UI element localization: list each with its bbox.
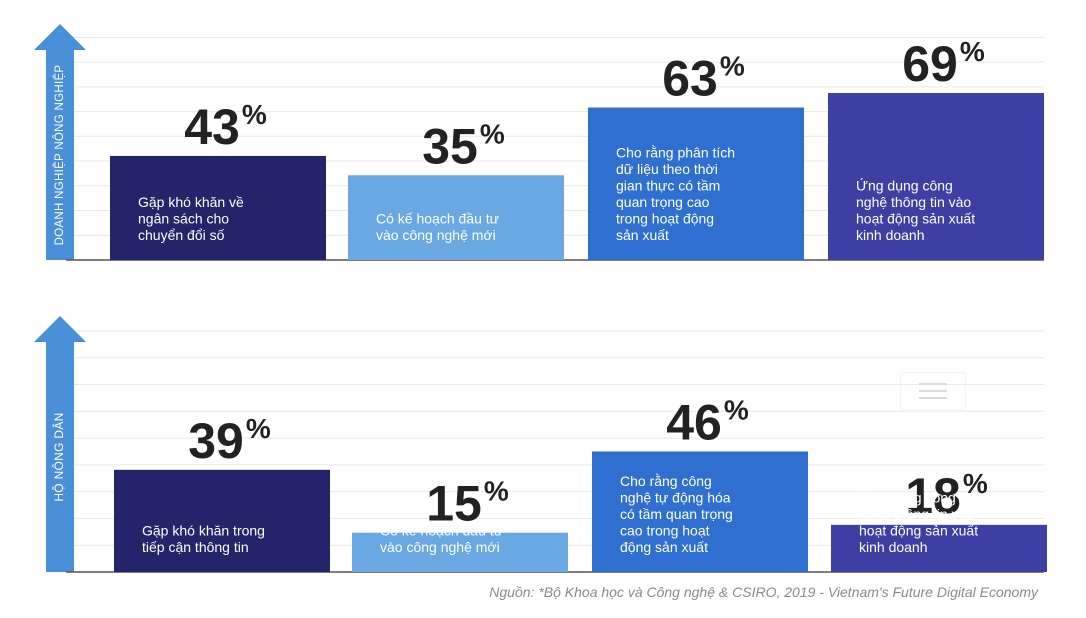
category-label-line: vào công nghệ mới: [380, 539, 500, 555]
data-label-unit: %: [480, 118, 505, 149]
bar: [588, 107, 804, 260]
data-label: 43: [184, 99, 240, 155]
category-label-line: kinh doanh: [856, 227, 925, 243]
data-label: 15: [426, 476, 482, 532]
category-label-line: dữ liệu theo thời: [616, 161, 718, 177]
category-label-line: ngân sách cho: [138, 211, 229, 227]
data-label: 46: [666, 394, 722, 450]
category-label-line: tiếp cận thông tin: [142, 539, 249, 555]
category-label-line: Cho rằng công: [620, 473, 712, 489]
arrow-up-icon: [34, 24, 86, 50]
category-label-line: vào công nghệ mới: [376, 227, 496, 243]
category-label-line: hoạt động sản xuất: [859, 523, 978, 539]
data-label-unit: %: [242, 99, 267, 130]
menu-icon[interactable]: [900, 372, 966, 410]
y-axis-label: DOANH NGHIỆP NÔNG NGHIỆP: [53, 65, 66, 246]
category-label-line: sản xuất: [616, 227, 669, 243]
category-label: Gặp khó khăn trong tiếp cận thông tin: [142, 523, 265, 556]
category-label: Có kế hoạch đầu tư vào công nghệ mới: [376, 211, 499, 244]
category-label: Ứng dụng công nghệ thông tin vào hoạt động…: [859, 490, 978, 556]
category-label-line: cao trong hoạt: [620, 523, 710, 539]
category-label-line: chuyển đổi số: [138, 227, 225, 243]
category-label-line: nghệ thông tin vào: [856, 194, 971, 210]
bar: [352, 532, 568, 572]
bar: [348, 175, 564, 260]
data-label-unit: %: [963, 468, 988, 499]
category-label: Gặp khó khăn về ngân sách cho chuyển đổi s…: [138, 194, 244, 243]
category-label-line: kinh doanh: [859, 539, 928, 555]
y-axis-label: HỘ NÔNG DÂN: [51, 412, 66, 501]
data-label: 69: [902, 36, 958, 92]
category-label: Cho rằng phân tích dữ liệu theo thời gian …: [616, 145, 735, 244]
category-label-line: có tầm quan trọng: [620, 506, 733, 522]
category-label: Cho rằng công nghệ tự động hóa có tầm quan…: [620, 473, 733, 555]
data-label-unit: %: [960, 36, 985, 67]
category-label-line: Gặp khó khăn về: [138, 194, 244, 210]
category-label-line: Có kế hoạch đầu tư: [376, 211, 499, 227]
bar: [114, 469, 330, 572]
axis-arrow-shaft: [46, 340, 74, 572]
bar: [831, 524, 1047, 572]
bar: [592, 451, 808, 572]
category-label-line: quan trọng cao: [616, 194, 710, 210]
data-label-unit: %: [484, 476, 509, 507]
category-label-line: nghệ thông tin vào: [859, 506, 974, 522]
category-label-line: trong hoạt động: [616, 211, 714, 227]
arrow-up-icon: [34, 316, 86, 342]
category-label-line: nghệ tự động hóa: [620, 490, 731, 506]
data-label-unit: %: [246, 413, 271, 444]
category-label-line: Ứng dụng công: [856, 178, 953, 194]
data-label: 18: [905, 468, 961, 524]
data-label: 35: [422, 118, 478, 174]
category-label-line: Ứng dụng công: [859, 490, 956, 506]
bar: [110, 155, 326, 260]
data-label: 39: [188, 413, 244, 469]
category-label-line: Gặp khó khăn trong: [142, 523, 265, 539]
category-label-line: gian thực có tầm: [616, 178, 720, 194]
category-label: Ứng dụng công nghệ thông tin vào hoạt động…: [856, 178, 975, 244]
category-label: Có kế hoạch đầu tư vào công nghệ mới: [380, 523, 503, 556]
data-label-unit: %: [724, 394, 749, 425]
source-note: Nguồn: *Bộ Khoa học và Công nghệ & CSIRO…: [489, 584, 1038, 600]
category-label-line: Cho rằng phân tích: [616, 145, 735, 161]
data-label-unit: %: [720, 51, 745, 82]
category-label-line: động sản xuất: [620, 539, 708, 555]
category-label-line: hoạt động sản xuất: [856, 211, 975, 227]
category-label-line: Có kế hoạch đầu tư: [380, 523, 503, 539]
data-label: 63: [662, 51, 718, 107]
axis-arrow-shaft: [46, 48, 74, 260]
bar: [828, 93, 1044, 261]
